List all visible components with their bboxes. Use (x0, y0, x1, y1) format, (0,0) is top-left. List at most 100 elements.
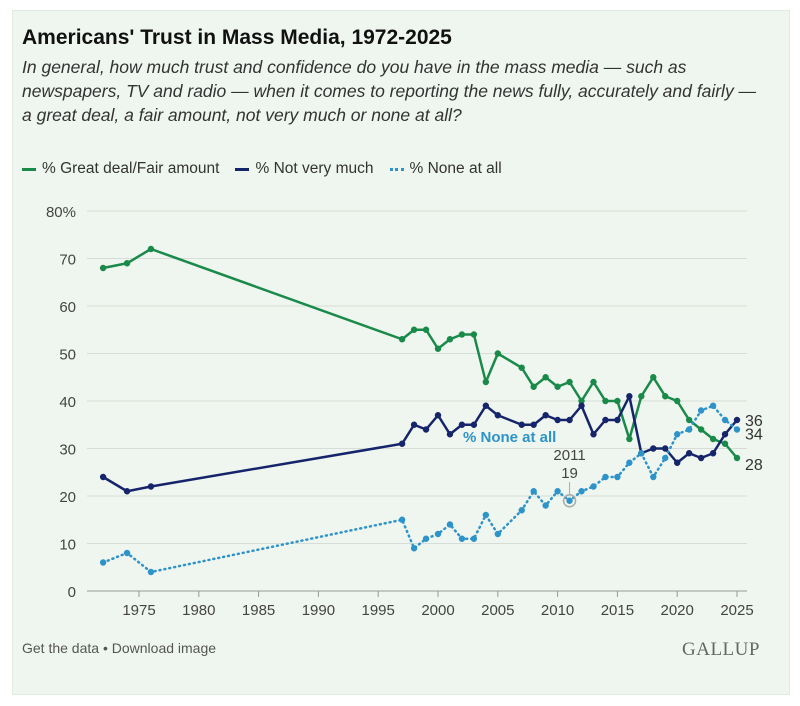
data-point (566, 497, 573, 504)
data-point (518, 507, 525, 514)
data-point (494, 530, 501, 538)
data-point (99, 264, 107, 272)
data-point (482, 402, 490, 409)
y-tick-label: 10 (59, 537, 76, 554)
series-line-1 (101, 395, 739, 493)
data-point (482, 378, 490, 386)
data-point (99, 559, 107, 566)
data-point (398, 516, 406, 523)
x-tick-label: 2015 (601, 602, 634, 619)
data-point (494, 412, 501, 419)
download-image-link[interactable]: Download image (111, 640, 217, 656)
data-point (398, 440, 406, 447)
data-point (721, 416, 729, 424)
highlight-ring (562, 494, 577, 508)
chart-subtitle: In general, how much trust and confidenc… (22, 57, 757, 125)
data-point (410, 421, 418, 428)
data-point (674, 459, 681, 466)
data-point (99, 473, 107, 481)
data-point (410, 326, 418, 333)
data-point (638, 393, 645, 400)
legend-label: % None at all (409, 160, 502, 177)
data-point (662, 445, 669, 452)
y-tick-label: 20 (59, 489, 76, 506)
end-label: 36 (745, 413, 763, 430)
data-point (709, 450, 717, 457)
data-point (422, 535, 430, 542)
data-point (458, 535, 466, 542)
data-point (518, 421, 525, 428)
data-point (578, 397, 585, 405)
x-tick-label: 2000 (421, 602, 454, 619)
data-point (410, 545, 418, 552)
data-point (542, 502, 549, 509)
legend-item-not-very-much: % Not very much (235, 160, 374, 178)
x-tick-label: 2020 (661, 602, 694, 619)
data-point (614, 397, 621, 405)
x-tick-label: 1995 (362, 602, 395, 619)
end-label: 34 (745, 427, 763, 444)
data-point (554, 383, 561, 390)
chart-title: Americans' Trust in Mass Media, 1972-202… (22, 26, 452, 49)
data-point (446, 336, 454, 343)
legend-swatch (22, 167, 36, 171)
data-point (446, 521, 454, 528)
data-point (638, 450, 645, 457)
y-tick-label: 70 (59, 252, 76, 269)
y-tick-label: 40 (59, 394, 76, 411)
data-point (578, 488, 585, 495)
legend-swatch (235, 167, 250, 171)
data-point (446, 431, 454, 438)
data-point (614, 473, 621, 481)
data-point (482, 511, 490, 519)
data-point (721, 431, 729, 438)
data-point (685, 450, 693, 457)
data-point (470, 535, 478, 542)
get-data-link[interactable]: Get the data (22, 640, 100, 656)
legend-swatch (389, 167, 404, 171)
x-tick-label: 1990 (302, 602, 335, 619)
data-point (578, 402, 585, 409)
x-tick-label: 1980 (182, 602, 215, 619)
data-point (422, 326, 430, 333)
data-point (590, 431, 597, 438)
data-point (470, 421, 478, 428)
data-point (434, 530, 442, 538)
data-point (542, 412, 549, 419)
legend-label: % Great deal/Fair amount (42, 160, 220, 177)
data-point (434, 345, 442, 352)
data-point (123, 488, 131, 495)
x-tick-label: 2010 (541, 602, 574, 619)
data-point (697, 454, 705, 462)
data-point (530, 421, 537, 428)
data-point (733, 454, 741, 462)
data-point (721, 440, 729, 447)
data-point (470, 331, 478, 338)
data-point (685, 416, 693, 424)
data-point (518, 364, 525, 371)
data-point (147, 568, 155, 576)
data-point (626, 435, 633, 443)
data-point (554, 488, 561, 495)
legend-item-great-fair: % Great deal/Fair amount (22, 160, 219, 178)
data-point (458, 331, 466, 338)
data-point (458, 421, 466, 428)
y-tick-label: 0 (68, 584, 76, 601)
legend-item-none: % None at all (389, 160, 502, 178)
y-tick-label: 30 (59, 442, 76, 459)
chart-card (12, 10, 790, 695)
x-tick-label: 1975 (122, 602, 155, 619)
data-point (626, 459, 633, 466)
data-point (566, 416, 573, 424)
end-label: 28 (745, 457, 763, 474)
data-point (602, 473, 609, 481)
data-point (590, 378, 597, 386)
data-point (530, 488, 537, 495)
data-point (674, 431, 681, 438)
data-point (398, 336, 406, 343)
data-point (733, 416, 741, 424)
data-point (147, 245, 155, 253)
data-point (662, 393, 669, 400)
series-annotation: % None at all (463, 429, 556, 446)
data-point (685, 426, 693, 433)
